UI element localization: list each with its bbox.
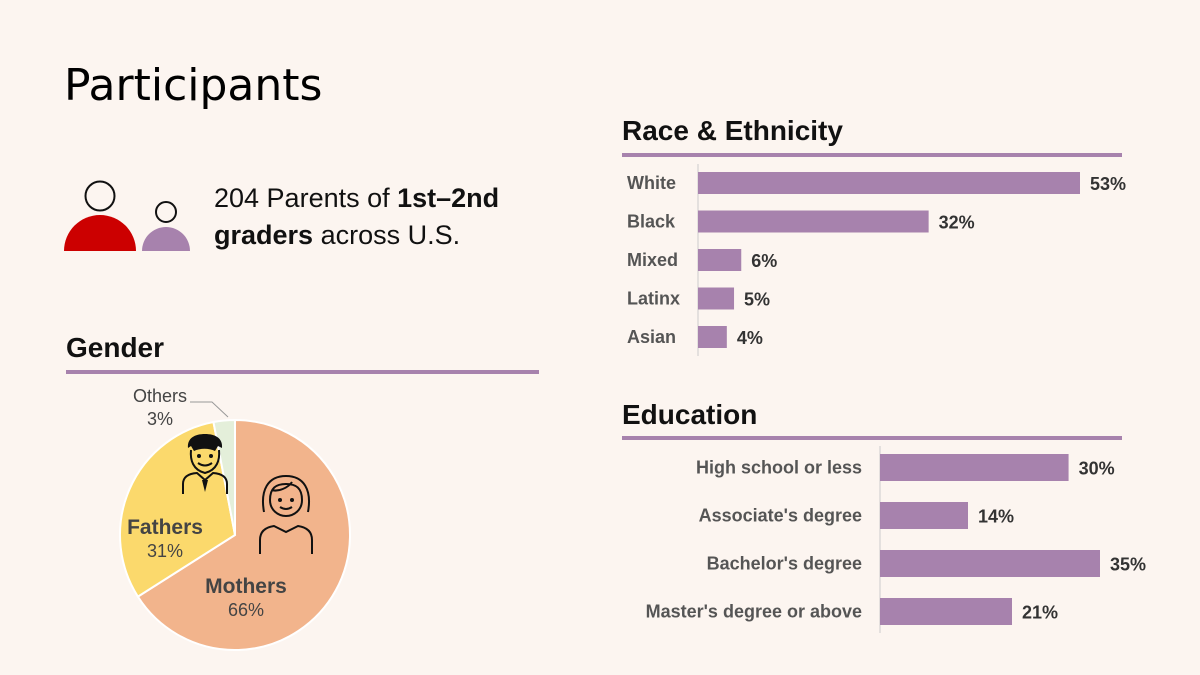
bar-category-label: Black (627, 212, 676, 232)
mothers-label: Mothers (205, 575, 287, 598)
gender-rule (66, 370, 539, 374)
education-bar-chart: High school or less 30% Associate's degree… (646, 446, 1146, 633)
bar (698, 249, 742, 271)
bar-value-label: 35% (1110, 555, 1146, 575)
bar-value-label: 14% (978, 507, 1014, 527)
others-pct: 3% (147, 409, 173, 429)
bar (698, 326, 727, 348)
education-rule (622, 436, 1122, 440)
participants-count-text: 204 Parents of (214, 183, 398, 213)
education-title: Education (622, 399, 758, 430)
bar-category-label: Bachelor's degree (707, 554, 862, 574)
others-label: Others (133, 386, 187, 406)
bar-category-label: Associate's degree (699, 506, 862, 526)
bar (698, 287, 735, 310)
participants-location: across U.S. (313, 220, 461, 250)
page-title: Participants (64, 60, 323, 111)
mothers-pct: 66% (228, 600, 264, 620)
bar-value-label: 6% (751, 251, 777, 271)
bar-category-label: Latinx (627, 289, 680, 309)
participants-summary: 204 Parents of 1st–2nd graders across U.… (214, 180, 574, 254)
others-leader-line (190, 401, 229, 418)
bar (880, 550, 1100, 577)
bar-category-label: White (627, 173, 676, 193)
participants-grades: 1st–2nd graders (214, 183, 500, 250)
bar (880, 598, 1012, 625)
race-rule (622, 153, 1122, 157)
bar-value-label: 32% (939, 213, 975, 233)
bar-value-label: 4% (737, 328, 763, 348)
parents-icon (64, 180, 190, 251)
bar-category-label: Asian (627, 327, 676, 347)
bar-category-label: Master's degree or above (646, 602, 862, 622)
bar-value-label: 53% (1090, 174, 1126, 194)
race-title: Race & Ethnicity (622, 115, 843, 146)
father-icon (182, 434, 228, 494)
bar (880, 502, 968, 529)
bar (880, 454, 1069, 481)
gender-pie-chart: Others 3% Fathers 31% Mothers 66% (119, 386, 351, 651)
fathers-pct: 31% (147, 541, 183, 561)
bar-value-label: 21% (1022, 603, 1058, 623)
bar-value-label: 5% (744, 290, 770, 310)
race-bar-chart: White 53% Black 32% Mixed 6% Latinx 5% Asian 4% (627, 164, 1126, 356)
bar-category-label: Mixed (627, 250, 678, 270)
bar (698, 210, 929, 233)
gender-title: Gender (66, 332, 165, 363)
bar (698, 172, 1080, 194)
bar-category-label: High school or less (696, 458, 862, 478)
fathers-label: Fathers (127, 516, 203, 539)
bar-value-label: 30% (1079, 459, 1115, 479)
mother-icon (259, 474, 313, 554)
